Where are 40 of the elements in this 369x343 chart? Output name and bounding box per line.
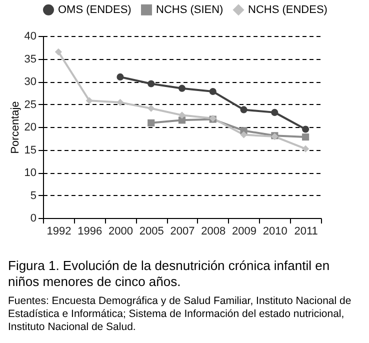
point [271, 108, 278, 116]
x-tick-label: 2010 [262, 226, 288, 238]
point [148, 119, 155, 126]
y-tick-label: 20 [24, 122, 36, 134]
point [54, 48, 62, 56]
x-tick-label: 2008 [201, 226, 226, 238]
y-tick-label: 10 [24, 167, 36, 179]
point [302, 126, 310, 133]
y-tick-label: 40 [24, 30, 36, 42]
point [240, 131, 248, 138]
y-tick-label: 5 [30, 190, 36, 202]
x-tick-label: 2000 [108, 226, 133, 238]
point [148, 104, 155, 112]
y-tick-label: 25 [24, 98, 36, 111]
y-axis-title: Porcentaje [9, 101, 22, 154]
x-tick-label: 2011 [294, 226, 318, 238]
point [178, 112, 186, 119]
point [116, 73, 124, 80]
point [178, 84, 186, 92]
text: Figura 1. Evolución de la desnutrición crónica infantil en niños menores de cinco años. [8, 258, 331, 290]
y-tick-label: 15 [24, 144, 36, 156]
y-tick-label: 35 [24, 53, 36, 66]
y-tick-label: 0 [30, 212, 36, 224]
source-note: Fuentes: Encuesta Demográfica y de Salud Familiar, Instituto Nacional de Estadística e Informática; Sistema de Información del estado nutricional, Instituto Nacional de Salud. [8, 295, 352, 335]
x-tick-label: 2005 [139, 226, 164, 238]
point [148, 80, 155, 88]
point [240, 106, 248, 114]
point [86, 97, 93, 104]
x-tick-label: 2007 [170, 226, 195, 238]
legend-label: OMS (ENDES) [58, 4, 132, 16]
point [116, 98, 124, 106]
y-tick-label: 30 [24, 76, 36, 88]
point [302, 133, 310, 141]
point [302, 145, 310, 152]
x-tick-label: 1996 [78, 226, 102, 238]
x-tick-label: 1992 [46, 226, 72, 238]
point [209, 88, 216, 96]
legend-label: NCHS (ENDES) [248, 4, 328, 16]
x-tick-label: 2009 [232, 226, 257, 238]
legend-label: NCHS (SIEN) [156, 4, 224, 16]
